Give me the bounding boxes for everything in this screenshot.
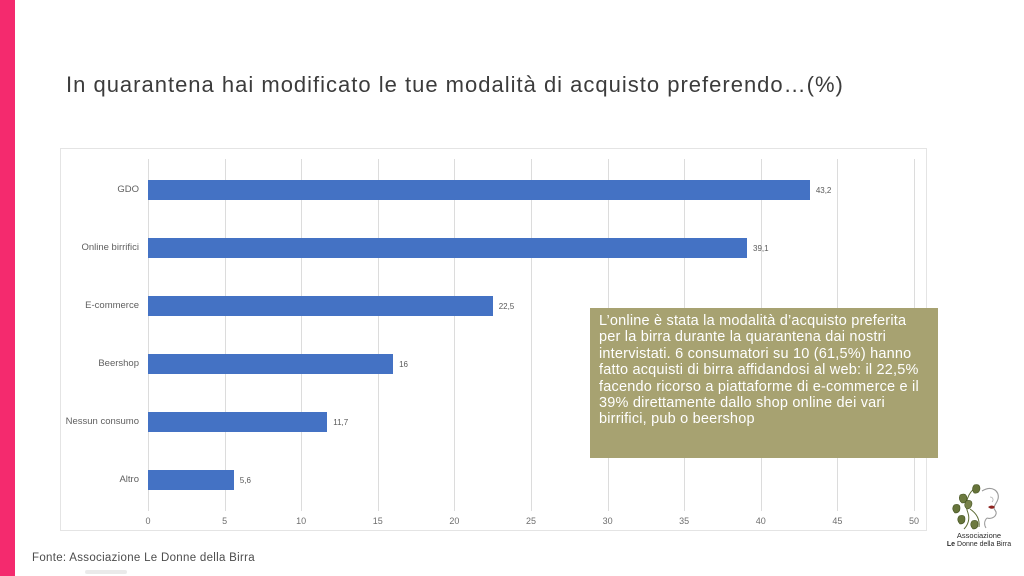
value-label-online-birrifici: 39,1: [753, 244, 769, 253]
value-label-e-commerce: 22,5: [498, 302, 515, 311]
x-tick-label-30: 30: [602, 516, 613, 526]
gridline-x-20: [454, 159, 456, 511]
value-label-nessun-consumo: 11,7: [333, 418, 349, 427]
category-label-online-birrifici: Online birrifici: [81, 242, 139, 253]
bar-online-birrifici: [148, 238, 747, 258]
value-label-altro: 5,6: [239, 476, 251, 485]
annotation-text: L’online è stata la modalità d’acquisto …: [599, 313, 919, 428]
bar-altro: [148, 470, 234, 490]
x-tick-label-10: 10: [296, 516, 307, 526]
x-tick-label-5: 5: [222, 516, 228, 526]
category-label-altro: Altro: [119, 474, 139, 485]
woman-vine-logo-icon: [952, 484, 999, 530]
category-label-beershop: Beershop: [98, 358, 139, 369]
x-tick-label-35: 35: [679, 516, 690, 526]
bar-nessun-consumo: [148, 412, 328, 432]
category-label-gdo: GDO: [117, 184, 139, 195]
gridline-x-0: [148, 159, 149, 511]
value-label-beershop: 16: [399, 360, 409, 369]
x-tick-label-50: 50: [908, 516, 919, 526]
bar-gdo: [148, 180, 810, 200]
cropped-text-artifact: [85, 570, 127, 574]
lips-icon: [988, 505, 995, 509]
annotation-box: L’online è stata la modalità d’acquisto …: [590, 308, 938, 458]
bar-beershop: [148, 354, 394, 374]
source-footer: Fonte: Associazione Le Donne della Birra: [32, 552, 255, 564]
x-tick-label-20: 20: [449, 516, 460, 526]
x-tick-label-25: 25: [525, 516, 536, 526]
x-tick-label-40: 40: [755, 516, 766, 526]
association-logo: Associazione Le Donne della Birra: [936, 483, 1022, 549]
bar-e-commerce: [148, 296, 493, 316]
logo-text-line2: Le Donne della Birra: [936, 540, 1022, 549]
x-tick-label-45: 45: [832, 516, 843, 526]
category-label-nessun-consumo: Nessun consumo: [65, 416, 139, 427]
gridline-x-5: [224, 159, 226, 511]
x-tick-label-0: 0: [145, 516, 151, 526]
logo-text-rest: Donne della Birra: [955, 541, 1012, 548]
gridline-x-10: [301, 159, 303, 511]
category-label-e-commerce: E-commerce: [85, 300, 139, 311]
page-title: In quarantena hai modificato le tue moda…: [66, 72, 844, 97]
gridline-x-15: [377, 159, 379, 511]
value-label-gdo: 43,2: [815, 186, 832, 195]
logo-text-line1: Associazione: [956, 531, 1002, 540]
gridline-x-25: [531, 159, 532, 511]
x-tick-label-15: 15: [372, 516, 383, 526]
logo-text-le: Le: [946, 541, 956, 548]
accent-sidebar: [0, 0, 15, 576]
